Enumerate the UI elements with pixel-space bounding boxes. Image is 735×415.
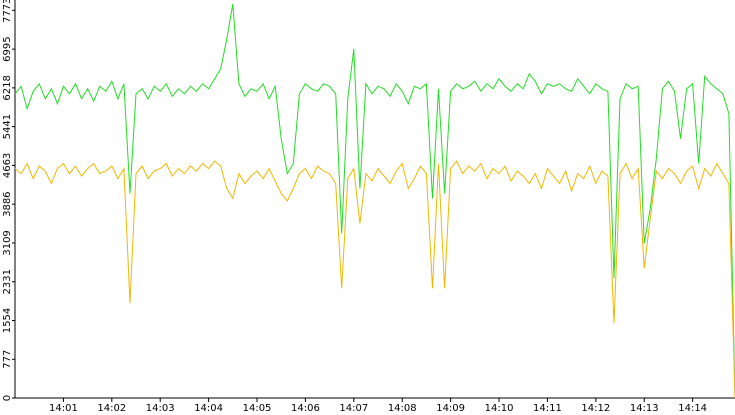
x-tick-label: 14:14 bbox=[678, 403, 707, 414]
line-series bbox=[14, 3, 735, 399]
x-tick-label: 14:01 bbox=[49, 403, 78, 414]
y-tick-label: 2331 bbox=[2, 269, 13, 294]
y-tick-label: 1554 bbox=[2, 308, 13, 333]
y-tick-label: 5441 bbox=[2, 114, 13, 139]
x-tick-label: 14:08 bbox=[388, 403, 417, 414]
x-tick-label: 14:04 bbox=[194, 403, 223, 414]
x-tick-label: 14:09 bbox=[436, 403, 465, 414]
y-tick-label: 6995 bbox=[2, 36, 13, 61]
x-tick-label: 14:02 bbox=[97, 403, 126, 414]
line-series bbox=[14, 160, 735, 399]
y-tick-label: 777 bbox=[2, 350, 13, 369]
x-tick-label: 14:06 bbox=[291, 403, 320, 414]
y-tick-label: 7773 bbox=[2, 0, 13, 23]
y-tick-label: 6218 bbox=[2, 75, 13, 100]
x-tick-label: 14:12 bbox=[581, 403, 610, 414]
x-tick-label: 14:05 bbox=[243, 403, 272, 414]
x-tick-label: 14:07 bbox=[339, 403, 368, 414]
y-tick-label: 3109 bbox=[2, 230, 13, 255]
y-tick-label: 3886 bbox=[2, 191, 13, 216]
x-tick-label: 14:03 bbox=[146, 403, 175, 414]
x-tick-label: 14:10 bbox=[485, 403, 514, 414]
y-tick-label: 4663 bbox=[2, 153, 13, 178]
x-tick-label: 14:13 bbox=[630, 403, 659, 414]
y-tick-label: 0 bbox=[2, 395, 13, 401]
x-tick-label: 14:11 bbox=[533, 403, 562, 414]
